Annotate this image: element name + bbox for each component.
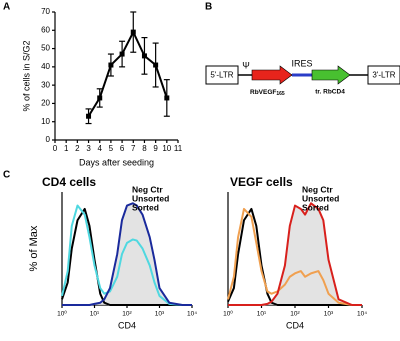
x-tick-label: 5 bbox=[109, 144, 114, 153]
data-point bbox=[86, 113, 92, 119]
y-axis-label: % of cells in S/G2 bbox=[21, 40, 31, 111]
y-tick-label: 0 bbox=[46, 135, 51, 144]
x-tick-label: 11 bbox=[174, 144, 183, 153]
x-tick-label: 10⁰ bbox=[57, 310, 67, 318]
legend-entry: Sorted bbox=[132, 202, 159, 212]
x-tick-label: 1 bbox=[64, 144, 69, 153]
x-tick-label: 10⁴ bbox=[187, 311, 197, 318]
ltr-label: 3'-LTR bbox=[372, 71, 395, 80]
y-tick-label: 10 bbox=[41, 117, 50, 126]
histogram-line bbox=[227, 207, 362, 306]
histogram-line bbox=[227, 207, 362, 306]
x-tick-label: 9 bbox=[153, 144, 158, 153]
legend-entry: Unsorted bbox=[302, 193, 339, 203]
y-tick-label: 20 bbox=[41, 99, 50, 108]
x-tick-label: 10⁴ bbox=[357, 311, 367, 318]
x-tick-label: 3 bbox=[86, 144, 91, 153]
x-tick-label: 0 bbox=[53, 144, 58, 153]
data-point bbox=[130, 29, 136, 35]
x-tick-label: 10¹ bbox=[90, 311, 100, 318]
data-point bbox=[97, 95, 103, 101]
ires-label: IRES bbox=[291, 58, 312, 68]
data-point bbox=[153, 62, 159, 68]
y-tick-label: 50 bbox=[41, 44, 50, 53]
histogram-line bbox=[62, 202, 192, 306]
y-tick-label: 30 bbox=[41, 80, 50, 89]
y-tick-label: 60 bbox=[41, 25, 50, 34]
data-point bbox=[119, 51, 125, 57]
histogram-line bbox=[61, 207, 192, 306]
panel-label: A bbox=[3, 2, 10, 13]
x-tick-label: 10¹ bbox=[257, 311, 267, 318]
legend-entry: Neg Ctr bbox=[302, 184, 333, 194]
y-tick-label: 70 bbox=[41, 7, 50, 16]
x-axis-label: Days after seeding bbox=[79, 157, 154, 167]
x-tick-label: 10³ bbox=[155, 311, 165, 318]
vector-diagram: 5'-LTR 3'-LTR Ψ IRES RbVEGF165 tr. RbCD4 bbox=[205, 58, 400, 98]
x-tick-label: 10³ bbox=[324, 311, 334, 318]
x-tick-label: 8 bbox=[142, 144, 147, 153]
x-tick-label: 4 bbox=[98, 144, 103, 153]
x-axis-label: CD4 bbox=[286, 320, 304, 330]
data-point bbox=[108, 62, 114, 68]
x-axis-label: CD4 bbox=[118, 320, 136, 330]
histogram-line bbox=[61, 204, 192, 306]
legend-entry: Unsorted bbox=[132, 193, 169, 203]
histogram-line bbox=[228, 202, 362, 306]
x-tick-label: 10² bbox=[290, 311, 300, 318]
legend-entry: Neg Ctr bbox=[132, 184, 163, 194]
y-tick-label: 40 bbox=[41, 62, 50, 71]
chart-title: VEGF cells bbox=[230, 175, 293, 189]
x-tick-label: 6 bbox=[120, 144, 125, 153]
x-tick-label: 10 bbox=[162, 144, 171, 153]
gene-label: tr. RbCD4 bbox=[315, 89, 345, 96]
y-axis-label: % of Max bbox=[28, 225, 40, 271]
x-tick-label: 10⁰ bbox=[223, 310, 233, 318]
area-fill bbox=[228, 203, 362, 305]
ltr-label: 5'-LTR bbox=[210, 71, 233, 80]
ltr-box bbox=[367, 65, 400, 85]
legend-entry: Sorted bbox=[302, 202, 329, 212]
x-tick-label: 10² bbox=[122, 311, 132, 318]
gene-arrow bbox=[251, 65, 293, 85]
panel-label: C bbox=[3, 170, 10, 181]
panel-label: B bbox=[205, 2, 212, 13]
gene-arrow bbox=[311, 65, 351, 85]
gene-label: RbVEGF165 bbox=[250, 89, 285, 98]
x-tick-label: 7 bbox=[131, 144, 136, 153]
data-point bbox=[164, 95, 170, 101]
data-point bbox=[141, 53, 147, 59]
psi-label: Ψ bbox=[242, 60, 250, 70]
chart-title: CD4 cells bbox=[42, 175, 96, 189]
x-tick-label: 2 bbox=[75, 144, 80, 153]
area-fill bbox=[62, 203, 192, 305]
ltr-box bbox=[205, 65, 239, 85]
